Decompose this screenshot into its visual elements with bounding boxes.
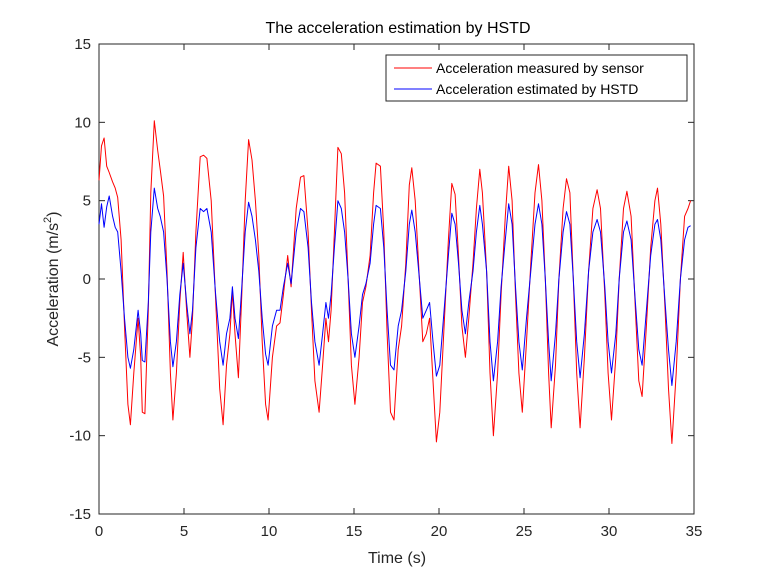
y-axis-label: Acceleration (m/s2) (42, 211, 62, 346)
x-tick-label: 0 (95, 523, 103, 540)
x-tick-label: 35 (686, 523, 703, 540)
legend-box (385, 54, 688, 102)
y-tick-label: -5 (78, 349, 91, 366)
x-tick-label: 20 (431, 523, 448, 540)
x-tick-label: 15 (346, 523, 363, 540)
y-tick-label: 5 (83, 193, 91, 210)
y-tick-label: -10 (69, 428, 91, 445)
legend: Acceleration measured by sensor Accelera… (385, 54, 688, 102)
y-tick-label: -15 (69, 506, 91, 523)
plot-area (98, 43, 695, 515)
legend-label-sensor: Acceleration measured by sensor (436, 60, 644, 76)
y-axis-label-main: Acceleration (m/s (45, 223, 62, 347)
hstd-series-line (98, 187, 691, 386)
x-ticks: 0 5 10 15 20 25 30 35 (95, 44, 703, 540)
sensor-series-line (98, 120, 692, 444)
x-tick-label: 10 (261, 523, 278, 540)
chart-title: The acceleration estimation by HSTD (266, 20, 531, 37)
y-tick-label: 10 (74, 114, 91, 131)
legend-label-hstd: Acceleration estimated by HSTD (436, 81, 638, 97)
y-tick-label: 15 (74, 36, 91, 53)
series-lines (98, 120, 692, 444)
y-axis-label-superscript: 2 (42, 217, 54, 223)
x-tick-label: 30 (601, 523, 618, 540)
x-tick-label: 5 (180, 523, 188, 540)
y-tick-label: 0 (83, 271, 91, 288)
y-ticks: 15 10 5 0 -5 -10 -15 (69, 36, 694, 523)
x-axis-label: Time (s) (368, 550, 426, 567)
x-tick-label: 25 (516, 523, 533, 540)
y-axis-label-close: ) (45, 211, 62, 216)
